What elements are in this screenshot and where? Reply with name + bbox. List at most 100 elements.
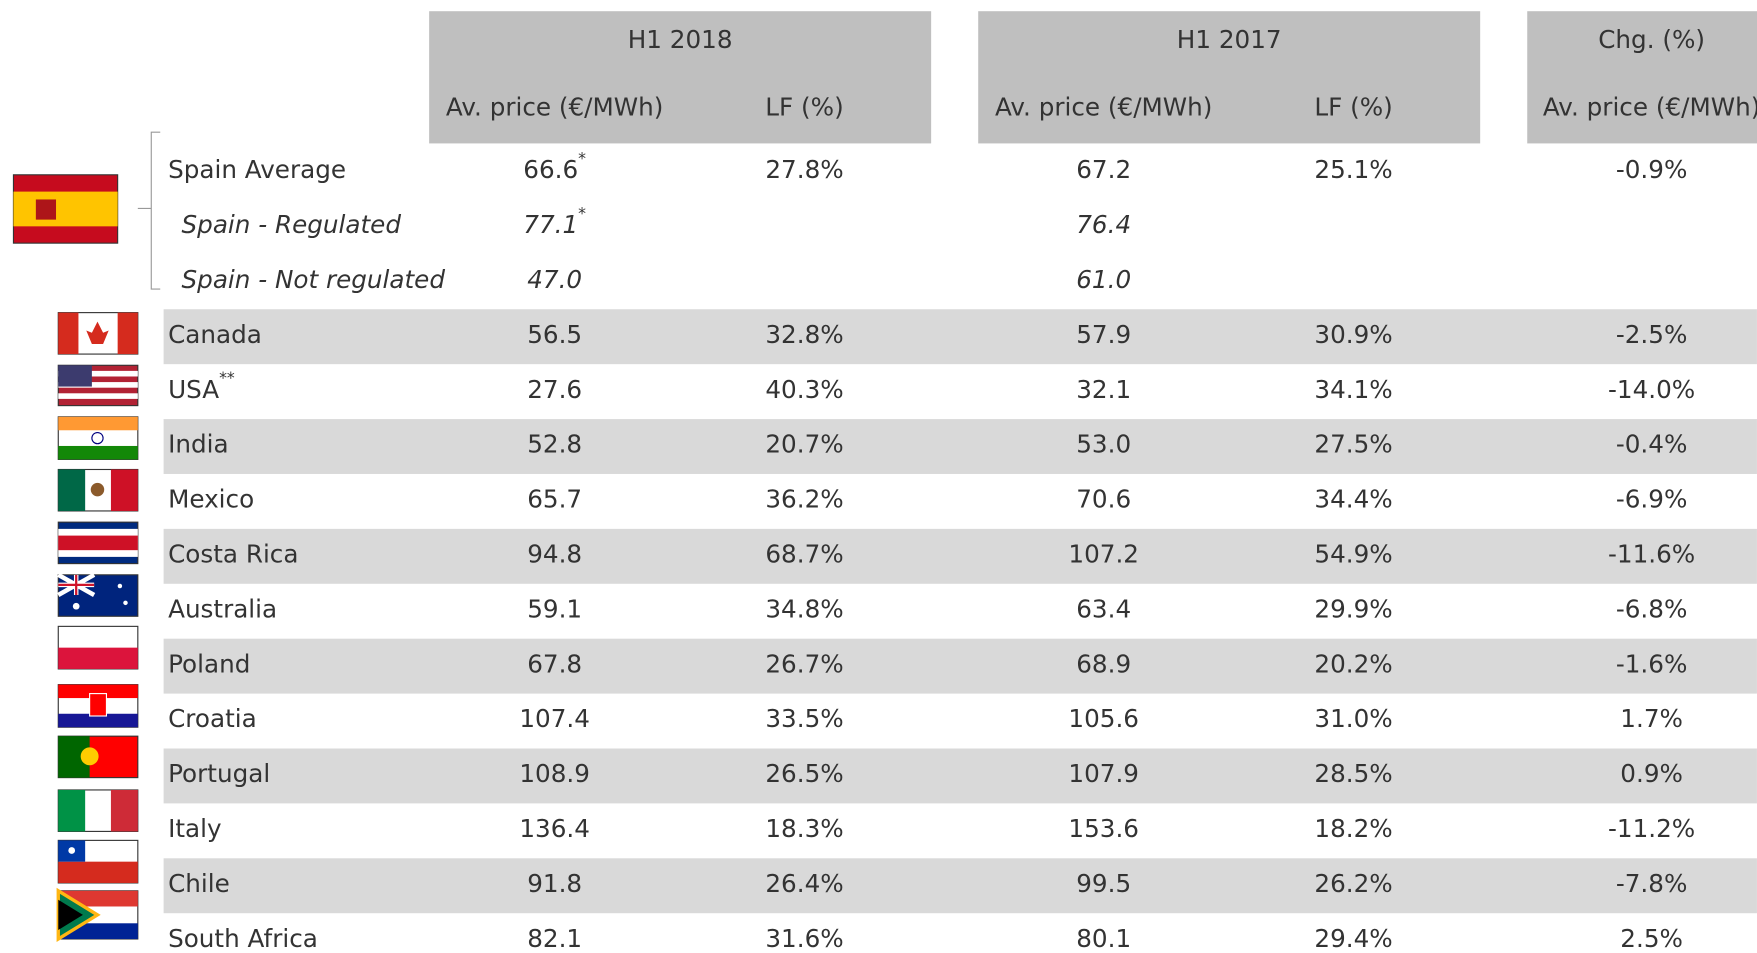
cell: 91.8 bbox=[527, 870, 583, 899]
cell: 54.9% bbox=[1314, 541, 1393, 570]
column-header: Av. price (€/MWh) bbox=[445, 94, 664, 123]
cell: -0.9% bbox=[1615, 156, 1688, 185]
cell: 57.9 bbox=[1076, 321, 1132, 350]
cell: 61.0 bbox=[1076, 266, 1132, 295]
row-label: USA** bbox=[168, 369, 235, 405]
row-background bbox=[163, 748, 1757, 804]
cell: 68.9 bbox=[1076, 651, 1132, 680]
row-label: India bbox=[168, 431, 229, 460]
cell: 59.1 bbox=[527, 596, 583, 625]
cell: 34.8% bbox=[765, 596, 844, 625]
cell: -2.5% bbox=[1615, 321, 1688, 350]
cell: -11.2% bbox=[1608, 815, 1696, 844]
cell: 33.5% bbox=[765, 705, 844, 734]
cell: 28.5% bbox=[1314, 760, 1393, 789]
cell: 31.6% bbox=[765, 925, 844, 953]
row-background bbox=[163, 858, 1757, 914]
row-background bbox=[163, 528, 1757, 584]
cell: 30.9% bbox=[1314, 321, 1393, 350]
cell: -14.0% bbox=[1608, 376, 1696, 405]
column-header: Av. price (€/MWh) bbox=[1542, 94, 1757, 123]
cell: 99.5 bbox=[1076, 870, 1132, 899]
cell: 105.6 bbox=[1068, 705, 1139, 734]
group-header: H1 2017 bbox=[1176, 26, 1282, 55]
column-header: Av. price (€/MWh) bbox=[994, 94, 1213, 123]
header-band bbox=[429, 11, 932, 144]
cell: 70.6 bbox=[1076, 486, 1132, 515]
row-background bbox=[163, 309, 1757, 365]
cell: 76.4 bbox=[1076, 211, 1132, 240]
cell: 68.7% bbox=[765, 541, 844, 570]
row-label: Portugal bbox=[168, 760, 271, 789]
cell: 18.3% bbox=[765, 815, 844, 844]
cell: 29.9% bbox=[1314, 596, 1393, 625]
row-label: Italy bbox=[168, 815, 222, 844]
cell: 34.4% bbox=[1314, 486, 1393, 515]
group-header: Chg. (%) bbox=[1598, 26, 1706, 55]
row-background bbox=[163, 419, 1757, 474]
cell: 53.0 bbox=[1076, 431, 1132, 460]
cell: -6.9% bbox=[1615, 486, 1688, 515]
cell: 31.0% bbox=[1314, 705, 1393, 734]
cell: 2.5% bbox=[1620, 925, 1683, 953]
cell: -6.8% bbox=[1615, 596, 1688, 625]
row-label: Croatia bbox=[168, 705, 257, 734]
cell: 26.5% bbox=[765, 760, 844, 789]
row-label: Australia bbox=[168, 596, 278, 625]
cell: 27.5% bbox=[1314, 431, 1393, 460]
cell: 107.4 bbox=[519, 705, 590, 734]
cell: 27.8% bbox=[765, 156, 844, 185]
cell: 32.1 bbox=[1076, 376, 1132, 405]
cell: 26.4% bbox=[765, 870, 844, 899]
cell: 63.4 bbox=[1076, 596, 1132, 625]
cell: 107.9 bbox=[1068, 760, 1139, 789]
cell: 29.4% bbox=[1314, 925, 1393, 953]
row-label: Chile bbox=[168, 870, 230, 899]
row-label: Spain - Regulated bbox=[181, 211, 401, 240]
cell: 153.6 bbox=[1068, 815, 1139, 844]
column-header: LF (%) bbox=[1314, 94, 1393, 123]
cell: 36.2% bbox=[765, 486, 844, 515]
header-band bbox=[1527, 11, 1757, 144]
cell: 20.7% bbox=[765, 431, 844, 460]
cell: 66.6* bbox=[523, 150, 587, 185]
header-band bbox=[978, 11, 1481, 144]
cell: 65.7 bbox=[527, 486, 583, 515]
cell: 67.2 bbox=[1076, 156, 1132, 185]
cell: 67.8 bbox=[527, 651, 583, 680]
cell: 52.8 bbox=[527, 431, 583, 460]
row-label: South Africa bbox=[168, 925, 318, 953]
cell: 108.9 bbox=[519, 760, 590, 789]
column-header: LF (%) bbox=[765, 94, 844, 123]
cell: 136.4 bbox=[519, 815, 590, 844]
cell: 18.2% bbox=[1314, 815, 1393, 844]
group-header: H1 2018 bbox=[627, 26, 733, 55]
cell: 32.8% bbox=[765, 321, 844, 350]
cell: 25.1% bbox=[1314, 156, 1393, 185]
cell: 26.2% bbox=[1314, 870, 1393, 899]
cell: -1.6% bbox=[1615, 651, 1688, 680]
cell: -0.4% bbox=[1615, 431, 1688, 460]
row-label: Canada bbox=[168, 321, 262, 350]
cell: 27.6 bbox=[527, 376, 583, 405]
cell: 34.1% bbox=[1314, 376, 1393, 405]
row-label: Costa Rica bbox=[168, 541, 299, 570]
cell: 20.2% bbox=[1314, 651, 1393, 680]
row-label: Spain - Not regulated bbox=[181, 266, 445, 295]
flags bbox=[12, 131, 161, 942]
cell: 40.3% bbox=[765, 376, 844, 405]
row-label: Spain Average bbox=[168, 156, 347, 185]
cell: -7.8% bbox=[1615, 870, 1688, 899]
row-label: Mexico bbox=[168, 486, 255, 515]
row-background bbox=[163, 638, 1757, 694]
cell: 56.5 bbox=[527, 321, 583, 350]
cell: 47.0 bbox=[527, 266, 583, 295]
cell: 107.2 bbox=[1068, 541, 1139, 570]
cell: 1.7% bbox=[1620, 705, 1683, 734]
cell: 94.8 bbox=[527, 541, 583, 570]
cell: 80.1 bbox=[1076, 925, 1132, 953]
cell: 26.7% bbox=[765, 651, 844, 680]
cell: 82.1 bbox=[527, 925, 583, 953]
